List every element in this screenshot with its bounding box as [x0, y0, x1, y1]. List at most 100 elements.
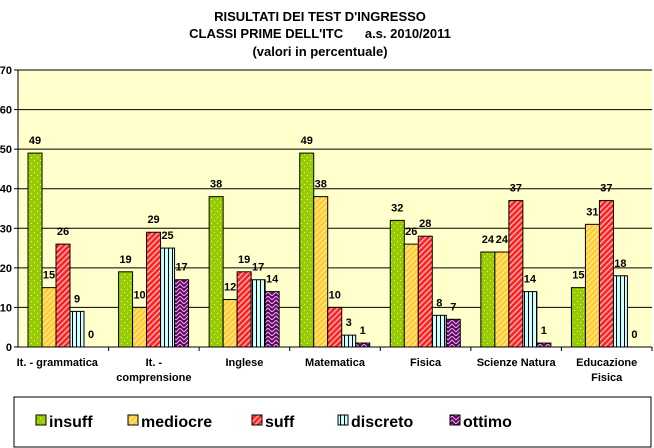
bar-insuff — [480, 251, 496, 348]
y-tick-label: 0 — [6, 342, 12, 354]
bar-ottimo — [355, 342, 371, 348]
data-label: 9 — [74, 293, 80, 305]
bar-mediocre — [584, 223, 600, 348]
data-label: 15 — [43, 270, 55, 282]
data-label: 0 — [631, 329, 637, 341]
data-label: 49 — [301, 135, 313, 147]
legend-label-ottimo: ottimo — [463, 414, 512, 431]
x-tick-label: Educazione — [576, 357, 637, 369]
bar-discreto — [69, 310, 85, 348]
data-label: 37 — [510, 183, 522, 195]
bar-mediocre — [41, 287, 57, 348]
data-label: 19 — [119, 254, 131, 266]
x-tick-label: It. - — [146, 357, 163, 369]
data-label: 26 — [57, 226, 69, 238]
bar-mediocre — [403, 243, 419, 348]
x-tick-label: Scienze Natura — [477, 357, 557, 369]
data-label: 38 — [210, 179, 222, 191]
bar-suff — [327, 306, 343, 348]
data-label: 10 — [329, 289, 341, 301]
data-label: 31 — [586, 206, 598, 218]
bar-mediocre — [313, 196, 329, 348]
chart-title-line-2: CLASSI PRIME DELL'ITC a.s. 2010/2011 — [189, 26, 451, 41]
data-label: 10 — [133, 289, 145, 301]
bar-insuff — [27, 152, 43, 348]
x-tick-label: Inglese — [225, 357, 263, 369]
y-tick-label: 20 — [0, 263, 12, 275]
y-tick-label: 40 — [0, 184, 12, 196]
data-label: 29 — [147, 214, 159, 226]
bar-mediocre — [222, 299, 238, 348]
bar-suff — [598, 200, 614, 348]
bar-insuff — [389, 219, 405, 348]
x-tick-label: Matematica — [305, 357, 366, 369]
data-label: 15 — [572, 270, 584, 282]
chart-title-line-1: RISULTATI DEI TEST D'INGRESSO — [214, 9, 426, 24]
data-label: 26 — [405, 226, 417, 238]
legend-box — [13, 396, 652, 448]
plot-area — [18, 70, 652, 347]
bar-mediocre — [132, 306, 148, 348]
legend-label-insuff: insuff — [49, 414, 93, 431]
bar-suff — [55, 243, 71, 348]
data-label: 0 — [88, 329, 94, 341]
bar-mediocre — [494, 251, 510, 348]
x-tick-label: comprensione — [116, 372, 191, 384]
bar-discreto — [431, 314, 447, 348]
legend-label-discreto: discreto — [351, 414, 413, 431]
bar-ottimo — [536, 342, 552, 348]
bar-discreto — [160, 247, 176, 348]
data-label: 25 — [161, 230, 173, 242]
bar-insuff — [118, 271, 134, 348]
y-tick-label: 50 — [0, 144, 12, 156]
data-label: 8 — [436, 297, 442, 309]
data-label: 17 — [175, 262, 187, 274]
bar-discreto — [250, 279, 266, 348]
bar-suff — [508, 200, 524, 348]
bar-suff — [146, 231, 162, 348]
bar-ottimo — [445, 318, 461, 348]
legend-label-suff: suff — [265, 414, 295, 431]
y-tick-label: 70 — [0, 65, 12, 77]
y-tick-label: 30 — [0, 223, 12, 235]
chart-title-line-3: (valori in percentuale) — [252, 44, 387, 59]
data-label: 18 — [614, 258, 626, 270]
bar-discreto — [341, 334, 357, 348]
data-label: 12 — [224, 282, 236, 294]
legend-swatch-suff — [251, 414, 263, 426]
data-label: 14 — [524, 274, 537, 286]
bar-discreto — [612, 275, 628, 348]
legend-swatch-discreto — [337, 414, 349, 426]
bar-ottimo — [264, 291, 280, 348]
legend: insuff mediocre suff discreto ottimo — [35, 414, 512, 431]
legend-swatch-ottimo — [449, 414, 461, 426]
data-label: 28 — [419, 218, 431, 230]
bar-ottimo — [174, 279, 190, 348]
bar-suff — [236, 271, 252, 348]
data-label: 32 — [391, 202, 403, 214]
bar-insuff — [208, 196, 224, 348]
data-label: 1 — [360, 325, 366, 337]
y-tick-label: 10 — [0, 302, 12, 314]
data-label: 1 — [541, 325, 547, 337]
bar-insuff — [570, 287, 586, 348]
bar-insuff — [299, 152, 315, 348]
legend-label-mediocre: mediocre — [141, 414, 212, 431]
data-label: 3 — [346, 317, 352, 329]
data-label: 37 — [600, 183, 612, 195]
data-label: 7 — [450, 301, 456, 313]
data-label: 24 — [482, 234, 495, 246]
bar-discreto — [522, 291, 538, 348]
legend-swatch-mediocre — [127, 414, 139, 426]
bar-suff — [417, 235, 433, 348]
x-tick-label: Fisica — [591, 372, 623, 384]
data-label: 38 — [315, 179, 327, 191]
data-label: 14 — [266, 274, 279, 286]
data-label: 19 — [238, 254, 250, 266]
data-label: 17 — [252, 262, 264, 274]
x-tick-label: Fisica — [410, 357, 442, 369]
x-tick-label: It. - grammatica — [17, 357, 99, 369]
data-label: 24 — [496, 234, 509, 246]
y-tick-label: 60 — [0, 105, 12, 117]
